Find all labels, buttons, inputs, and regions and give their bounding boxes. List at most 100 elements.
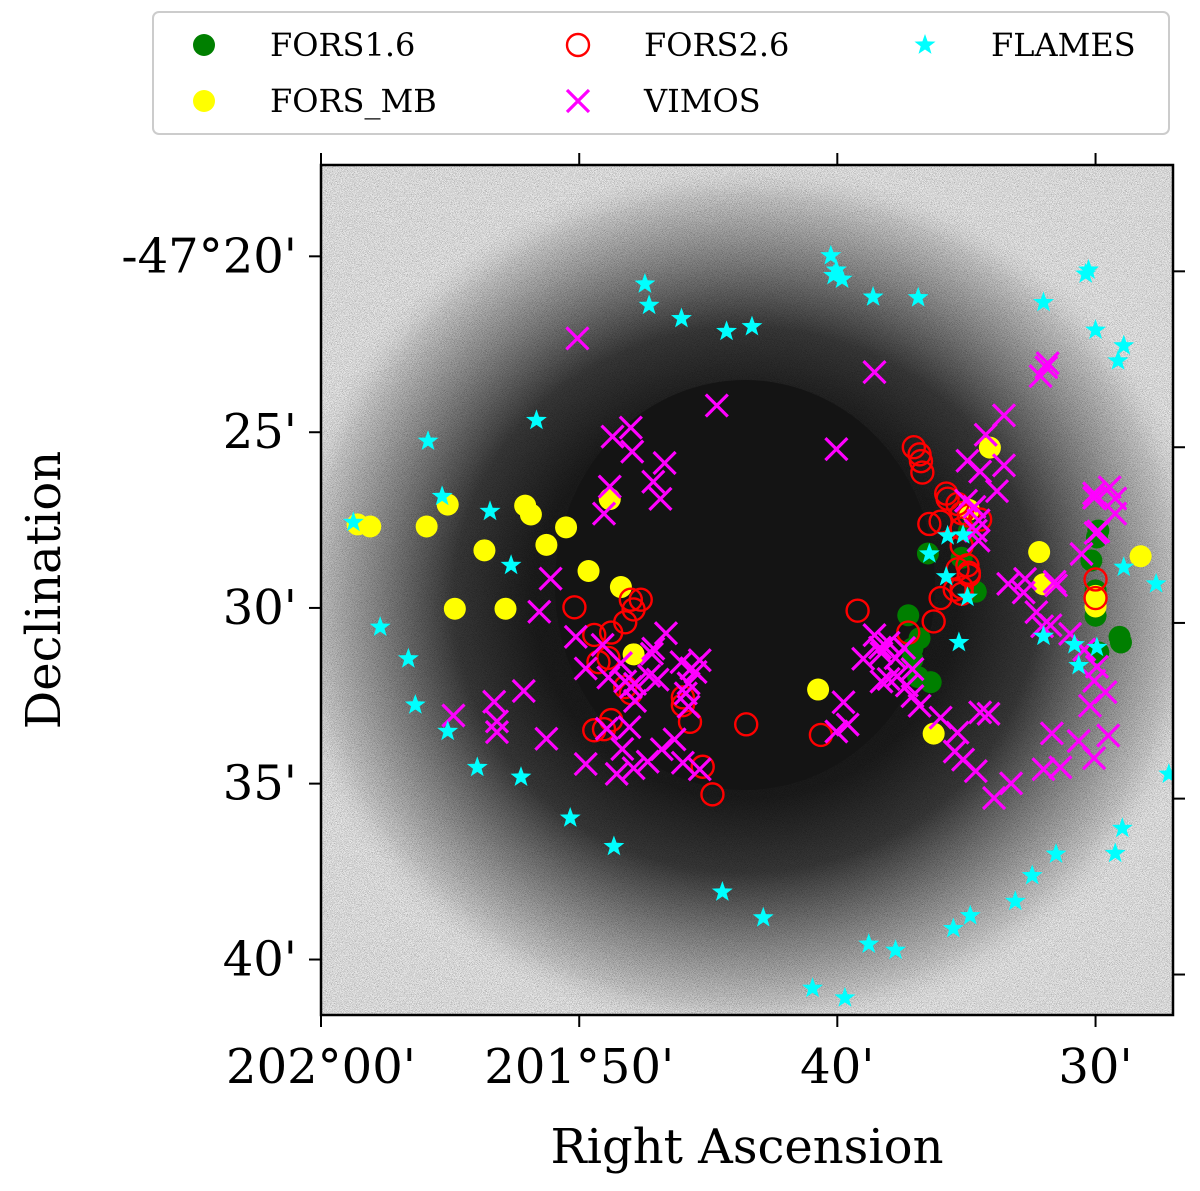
data-point	[500, 554, 522, 575]
data-point	[603, 835, 625, 856]
x-tick-label: 202°00'	[226, 1039, 416, 1095]
data-point	[555, 516, 578, 539]
data-point	[976, 701, 1001, 726]
data-point	[935, 565, 957, 586]
data-point	[869, 640, 894, 666]
data-point	[734, 712, 759, 737]
data-point	[834, 986, 856, 1007]
legend-label: FORS_MB	[270, 82, 437, 120]
data-point	[1034, 355, 1059, 380]
data-point	[687, 757, 712, 782]
data-point	[851, 646, 876, 671]
data-point	[1039, 721, 1064, 746]
data-point	[937, 524, 959, 545]
data-point	[473, 539, 496, 562]
y-tick-label: 30'	[223, 580, 297, 636]
data-point	[1004, 890, 1026, 911]
data-point	[820, 244, 842, 265]
data-point	[1066, 728, 1091, 754]
data-point	[858, 933, 880, 953]
legend: FORS1.6 FORS_MB FORS2.6 VIMOS FLAMES	[152, 11, 1170, 135]
data-point	[369, 616, 391, 636]
data-point	[565, 326, 590, 351]
data-point	[597, 474, 622, 499]
data-point	[1107, 349, 1129, 370]
data-point	[962, 494, 987, 520]
data-point	[901, 435, 927, 460]
y-axis: -47°20' 25' 30' 35' 40'	[121, 228, 1185, 988]
data-point	[342, 511, 364, 532]
data-point	[711, 881, 733, 901]
data-point	[526, 409, 547, 430]
y-tick-label: -47°20'	[121, 228, 297, 284]
data-point	[910, 460, 935, 485]
data-point	[1195, 620, 1200, 640]
data-point	[359, 515, 382, 538]
data-point	[577, 560, 600, 583]
data-point	[952, 524, 974, 544]
data-point	[535, 533, 558, 556]
y-tick-label: 40'	[223, 932, 297, 988]
data-point	[527, 599, 552, 624]
legend-label: FLAMES	[991, 26, 1136, 64]
data-point	[600, 424, 625, 449]
data-point	[609, 576, 632, 599]
data-point	[431, 485, 453, 506]
data-point	[1028, 541, 1051, 564]
data-point	[845, 598, 870, 623]
data-point	[1082, 481, 1107, 506]
data-point	[968, 459, 993, 484]
data-point	[610, 736, 635, 762]
data-point	[466, 756, 488, 777]
y-axis-title: Declination	[16, 451, 72, 729]
data-point	[534, 726, 559, 751]
data-point	[824, 436, 849, 462]
data-point	[959, 904, 981, 925]
legend-entry: FLAMES	[914, 26, 1136, 64]
data-point	[1183, 495, 1200, 517]
data-point	[1183, 663, 1200, 685]
data-point	[1187, 734, 1200, 754]
data-point	[825, 259, 847, 279]
data-point	[482, 689, 507, 714]
data-point	[921, 609, 946, 634]
data-point	[948, 631, 970, 652]
legend-entry: FORS1.6	[193, 26, 415, 64]
legend-marker	[193, 34, 215, 56]
data-point	[949, 575, 974, 600]
data-point	[869, 669, 894, 694]
data-point	[831, 690, 856, 715]
data-point	[639, 641, 665, 666]
data-point	[1045, 843, 1067, 863]
data-point	[942, 917, 964, 938]
data-point	[1077, 693, 1103, 718]
data-point	[617, 714, 642, 740]
data-point	[928, 705, 953, 730]
legend-marker	[193, 90, 215, 112]
data-point	[956, 560, 982, 585]
data-point	[618, 415, 643, 440]
data-point	[1111, 817, 1133, 838]
data-point	[618, 587, 644, 612]
data-point	[1031, 757, 1056, 782]
data-point	[1021, 864, 1043, 885]
data-point	[1035, 351, 1060, 376]
legend-label: FORS2.6	[644, 26, 789, 64]
data-point	[907, 286, 929, 307]
data-point	[741, 315, 763, 336]
data-point	[862, 286, 884, 306]
data-point	[676, 671, 701, 696]
data-point	[648, 486, 673, 512]
data-point	[991, 453, 1017, 478]
data-point	[885, 939, 906, 960]
x-axis-title: Right Ascension	[551, 1119, 944, 1175]
data-point	[634, 273, 656, 293]
data-point	[404, 694, 426, 714]
x-axis: 202°00' 201°50' 40' 30'	[226, 153, 1133, 1095]
data-point	[1086, 636, 1108, 657]
plot-frame	[319, 163, 1175, 1017]
data-point	[443, 597, 466, 620]
data-point	[653, 621, 679, 646]
x-tick-label: 30'	[1058, 1039, 1132, 1095]
